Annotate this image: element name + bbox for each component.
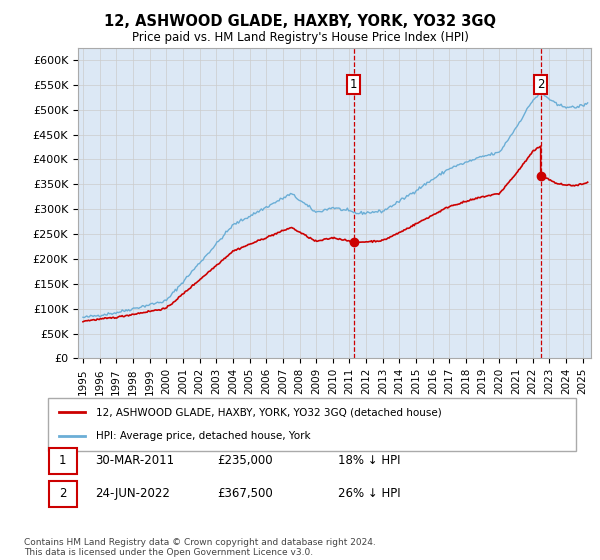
Text: 30-MAR-2011: 30-MAR-2011 bbox=[95, 454, 175, 468]
FancyBboxPatch shape bbox=[49, 481, 77, 507]
Text: 12, ASHWOOD GLADE, HAXBY, YORK, YO32 3GQ (detached house): 12, ASHWOOD GLADE, HAXBY, YORK, YO32 3GQ… bbox=[95, 408, 441, 418]
Text: 1: 1 bbox=[350, 78, 358, 91]
FancyBboxPatch shape bbox=[49, 448, 77, 474]
Text: HPI: Average price, detached house, York: HPI: Average price, detached house, York bbox=[95, 431, 310, 441]
Text: 12, ASHWOOD GLADE, HAXBY, YORK, YO32 3GQ: 12, ASHWOOD GLADE, HAXBY, YORK, YO32 3GQ bbox=[104, 14, 496, 29]
Text: 26% ↓ HPI: 26% ↓ HPI bbox=[338, 487, 401, 501]
Text: £367,500: £367,500 bbox=[217, 487, 273, 501]
Text: Contains HM Land Registry data © Crown copyright and database right 2024.
This d: Contains HM Land Registry data © Crown c… bbox=[24, 538, 376, 557]
Text: 1: 1 bbox=[59, 454, 67, 468]
Text: 2: 2 bbox=[537, 78, 544, 91]
Text: 18% ↓ HPI: 18% ↓ HPI bbox=[338, 454, 401, 468]
FancyBboxPatch shape bbox=[48, 398, 576, 451]
Text: £235,000: £235,000 bbox=[217, 454, 272, 468]
Text: 2: 2 bbox=[59, 487, 67, 501]
Text: Price paid vs. HM Land Registry's House Price Index (HPI): Price paid vs. HM Land Registry's House … bbox=[131, 31, 469, 44]
Text: 24-JUN-2022: 24-JUN-2022 bbox=[95, 487, 170, 501]
